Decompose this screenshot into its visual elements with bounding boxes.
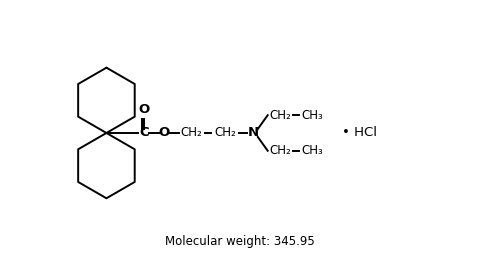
Text: CH₃: CH₃ xyxy=(301,144,323,157)
Text: C: C xyxy=(139,127,149,139)
Text: CH₃: CH₃ xyxy=(301,109,323,122)
Text: Molecular weight: 345.95: Molecular weight: 345.95 xyxy=(165,235,315,248)
Text: CH₂: CH₂ xyxy=(214,127,236,139)
Text: CH₂: CH₂ xyxy=(180,127,203,139)
Text: O: O xyxy=(158,127,169,139)
Text: • HCl: • HCl xyxy=(342,127,377,139)
Text: CH₂: CH₂ xyxy=(270,109,291,122)
Text: CH₂: CH₂ xyxy=(270,144,291,157)
Text: N: N xyxy=(247,127,258,139)
Text: O: O xyxy=(138,103,150,116)
